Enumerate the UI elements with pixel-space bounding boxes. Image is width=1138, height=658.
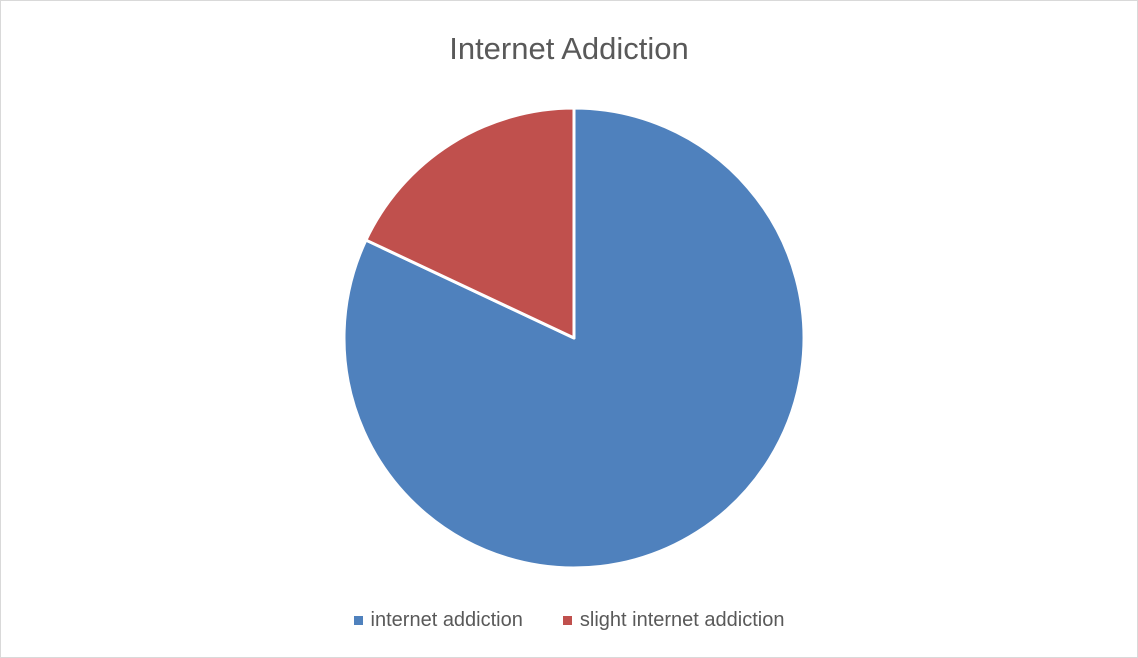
pie-slice-internet-addiction: [342, 106, 806, 570]
legend-item-slight-internet-addiction: slight internet addiction: [562, 609, 785, 632]
legend-label-internet-addiction: internet addiction: [370, 609, 523, 631]
legend-swatch-internet-addiction: [353, 616, 363, 625]
pie-slice-slight-internet-addiction: [364, 106, 576, 340]
legend-label-slight-internet-addiction: slight internet addiction: [579, 609, 785, 631]
chart-legend: internet addiction slight internet addic…: [1, 609, 1137, 632]
chart-title: Internet Addiction: [449, 31, 689, 66]
legend-swatch-slight-internet-addiction: [562, 616, 572, 625]
legend-item-internet-addiction: internet addiction: [353, 609, 523, 632]
